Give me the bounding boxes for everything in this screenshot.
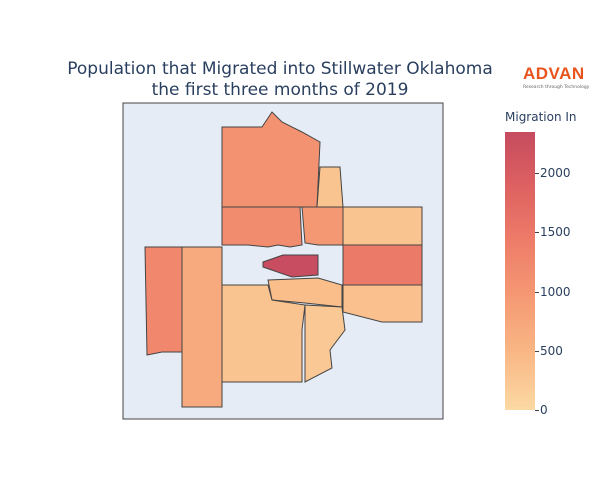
- region-west-strip[interactable]: [181, 246, 223, 408]
- advan-logo: ADVAN Research through Technology: [523, 64, 595, 90]
- colorbar: [505, 132, 535, 410]
- logo-tagline: Research through Technology: [523, 85, 590, 90]
- region-east-upper[interactable]: [342, 206, 423, 246]
- region-north-narrow[interactable]: [316, 166, 344, 208]
- colorbar-tick-mark: [535, 292, 539, 293]
- colorbar-tick-mark: [535, 351, 539, 352]
- colorbar-tick-mark: [535, 232, 539, 233]
- colorbar-tick-2000: 2000: [540, 166, 571, 180]
- colorbar-tick-1500: 1500: [540, 225, 571, 239]
- chart-title-line1: Population that Migrated into Stillwater…: [67, 59, 493, 79]
- region-center-core[interactable]: [262, 254, 319, 278]
- colorbar-tick-1000: 1000: [540, 285, 571, 299]
- region-south-central[interactable]: [304, 304, 346, 383]
- colorbar-tick-mark: [535, 173, 539, 174]
- chart-title: Population that Migrated into Stillwater…: [40, 59, 520, 101]
- colorbar-tick-500: 500: [540, 344, 563, 358]
- region-east-middle[interactable]: [342, 244, 423, 286]
- colorbar-title: Migration In: [505, 110, 577, 124]
- region-central-northeast[interactable]: [301, 206, 344, 246]
- chart-title-line2: the first three months of 2019: [151, 80, 409, 100]
- logo-name: ADVAN: [523, 64, 585, 83]
- region-east-lower[interactable]: [342, 284, 423, 323]
- region-west-narrow[interactable]: [144, 246, 183, 356]
- region-southwest[interactable]: [221, 284, 306, 383]
- colorbar-tick-0: 0: [540, 403, 548, 417]
- region-central-west[interactable]: [221, 206, 303, 248]
- colorbar-tick-mark: [535, 410, 539, 411]
